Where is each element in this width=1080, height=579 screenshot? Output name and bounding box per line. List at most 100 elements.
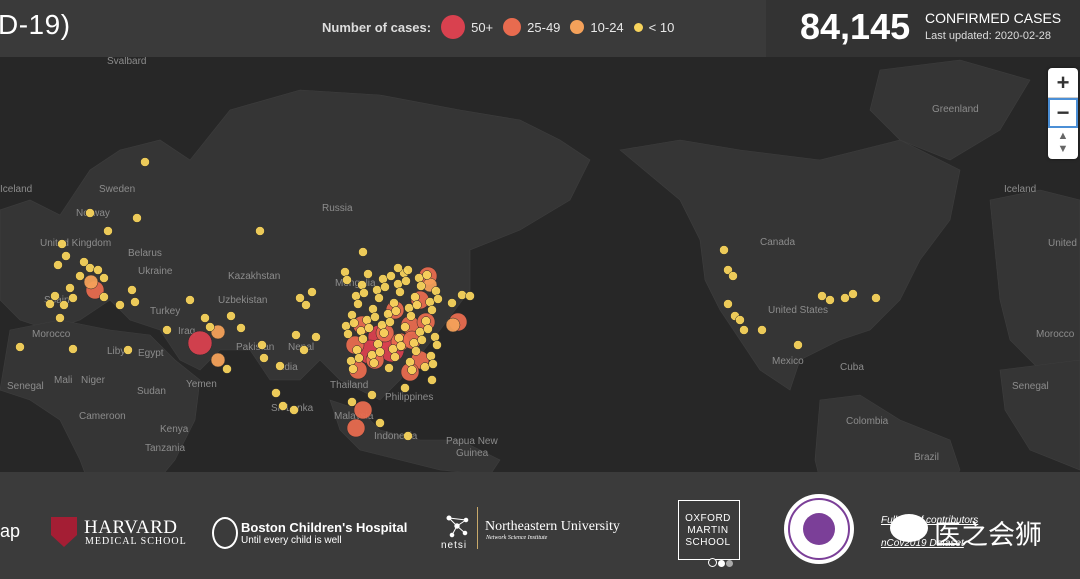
case-marker[interactable] (356, 326, 366, 336)
bch-logo-name[interactable]: Boston Children's Hospital (241, 520, 408, 535)
case-marker[interactable] (93, 265, 103, 275)
contributors-link[interactable]: Full list of contributors (881, 515, 979, 526)
case-marker[interactable] (427, 375, 437, 385)
case-marker[interactable] (341, 321, 351, 331)
case-marker[interactable] (393, 263, 403, 273)
case-marker[interactable] (307, 287, 317, 297)
case-marker[interactable] (427, 305, 437, 315)
case-marker[interactable] (357, 280, 367, 290)
case-marker[interactable] (403, 265, 413, 275)
case-marker[interactable] (412, 300, 422, 310)
case-marker[interactable] (416, 281, 426, 291)
zoom-in-button[interactable]: + (1048, 68, 1078, 98)
case-marker[interactable] (415, 327, 425, 337)
case-marker[interactable] (432, 340, 442, 350)
case-marker[interactable] (85, 263, 95, 273)
case-marker[interactable] (428, 359, 438, 369)
case-marker[interactable] (358, 334, 368, 344)
case-marker[interactable] (353, 400, 373, 420)
case-marker[interactable] (445, 317, 461, 333)
case-marker[interactable] (370, 312, 380, 322)
case-marker[interactable] (140, 157, 150, 167)
case-marker[interactable] (420, 362, 430, 372)
case-marker[interactable] (346, 356, 356, 366)
case-marker[interactable] (346, 418, 366, 438)
case-marker[interactable] (340, 267, 350, 277)
case-marker[interactable] (162, 325, 172, 335)
case-marker[interactable] (410, 292, 420, 302)
case-marker[interactable] (299, 345, 309, 355)
case-marker[interactable] (793, 340, 803, 350)
case-marker[interactable] (79, 257, 89, 267)
case-marker[interactable] (115, 300, 125, 310)
case-marker[interactable] (59, 300, 69, 310)
case-marker[interactable] (465, 291, 475, 301)
case-marker[interactable] (85, 208, 95, 218)
case-marker[interactable] (275, 361, 285, 371)
case-marker[interactable] (411, 346, 421, 356)
case-marker[interactable] (423, 324, 433, 334)
case-marker[interactable] (367, 390, 377, 400)
case-marker[interactable] (430, 332, 440, 342)
case-marker[interactable] (825, 295, 835, 305)
case-marker[interactable] (405, 357, 415, 367)
case-marker[interactable] (728, 271, 738, 281)
case-marker[interactable] (278, 401, 288, 411)
case-marker[interactable] (200, 313, 210, 323)
case-marker[interactable] (386, 271, 396, 281)
case-marker[interactable] (414, 273, 424, 283)
case-marker[interactable] (385, 317, 395, 327)
case-markers[interactable] (15, 157, 881, 441)
case-marker[interactable] (364, 323, 374, 333)
case-marker[interactable] (409, 338, 419, 348)
case-marker[interactable] (359, 288, 369, 298)
case-marker[interactable] (75, 271, 85, 281)
case-marker[interactable] (363, 269, 373, 279)
case-marker[interactable] (351, 291, 361, 301)
case-marker[interactable] (65, 283, 75, 293)
case-marker[interactable] (369, 358, 379, 368)
case-marker[interactable] (374, 293, 384, 303)
case-marker[interactable] (378, 274, 388, 284)
case-marker[interactable] (871, 293, 881, 303)
case-marker[interactable] (384, 363, 394, 373)
case-marker[interactable] (362, 315, 372, 325)
compass-reset-button[interactable]: ▲ ▼ (1057, 130, 1069, 155)
case-marker[interactable] (817, 291, 827, 301)
case-marker[interactable] (236, 323, 246, 333)
case-marker[interactable] (848, 289, 858, 299)
case-marker[interactable] (390, 352, 400, 362)
case-marker[interactable] (375, 347, 385, 357)
case-marker[interactable] (373, 339, 383, 349)
case-marker[interactable] (50, 291, 60, 301)
case-marker[interactable] (426, 351, 436, 361)
case-marker[interactable] (347, 397, 357, 407)
case-marker[interactable] (53, 260, 63, 270)
case-marker[interactable] (342, 275, 352, 285)
case-marker[interactable] (400, 383, 410, 393)
case-marker[interactable] (375, 418, 385, 428)
case-marker[interactable] (400, 322, 410, 332)
case-marker[interactable] (372, 285, 382, 295)
case-marker[interactable] (425, 297, 435, 307)
case-marker[interactable] (447, 298, 457, 308)
case-marker[interactable] (271, 388, 281, 398)
case-marker[interactable] (68, 293, 78, 303)
case-marker[interactable] (723, 299, 733, 309)
case-marker[interactable] (132, 213, 142, 223)
case-marker[interactable] (205, 322, 215, 332)
case-marker[interactable] (377, 320, 387, 330)
case-marker[interactable] (735, 315, 745, 325)
case-marker[interactable] (45, 299, 55, 309)
case-marker[interactable] (403, 431, 413, 441)
case-marker[interactable] (68, 344, 78, 354)
case-marker[interactable] (123, 345, 133, 355)
case-marker[interactable] (383, 309, 393, 319)
case-marker[interactable] (127, 285, 137, 295)
case-marker[interactable] (757, 325, 767, 335)
northeastern-logo-name[interactable]: Northeastern University (485, 519, 620, 534)
case-marker[interactable] (103, 226, 113, 236)
case-marker[interactable] (719, 245, 729, 255)
case-marker[interactable] (433, 294, 443, 304)
case-marker[interactable] (55, 313, 65, 323)
